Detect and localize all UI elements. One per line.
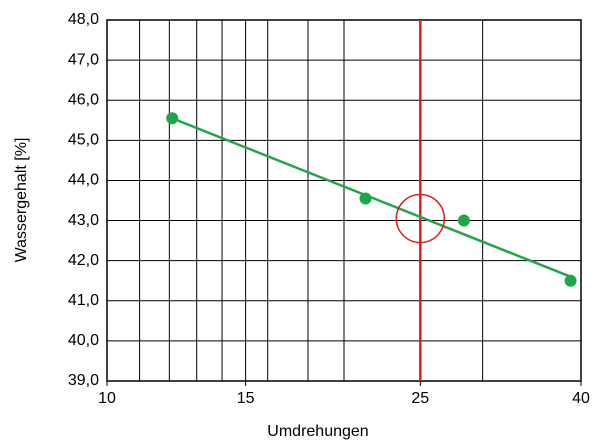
y-tick-label: 42,0: [68, 252, 99, 269]
reference-marker: [395, 193, 446, 244]
plot-frame: [106, 19, 582, 382]
x-tick-label: 10: [98, 390, 116, 407]
y-tick-label: 43,0: [68, 212, 99, 229]
point: [166, 112, 179, 125]
point: [457, 214, 470, 227]
x-axis-label: Umdrehungen: [267, 423, 368, 440]
x-tick-label: 25: [411, 390, 429, 407]
y-tick-label: 48,0: [68, 11, 99, 28]
x-tick-label: 40: [572, 390, 590, 407]
y-tick-label: 39,0: [68, 372, 99, 389]
y-tick-label: 41,0: [68, 292, 99, 309]
y-tick-label: 40,0: [68, 332, 99, 349]
y-axis-label: Wassergehalt [%]: [13, 138, 30, 263]
y-tick-label: 46,0: [68, 91, 99, 108]
y-tick-label: 45,0: [68, 132, 99, 149]
y-tick-label: 47,0: [68, 51, 99, 68]
point: [359, 192, 372, 205]
x-tick-label: 15: [237, 390, 255, 407]
point: [564, 274, 577, 287]
y-tick-label: 44,0: [68, 172, 99, 189]
